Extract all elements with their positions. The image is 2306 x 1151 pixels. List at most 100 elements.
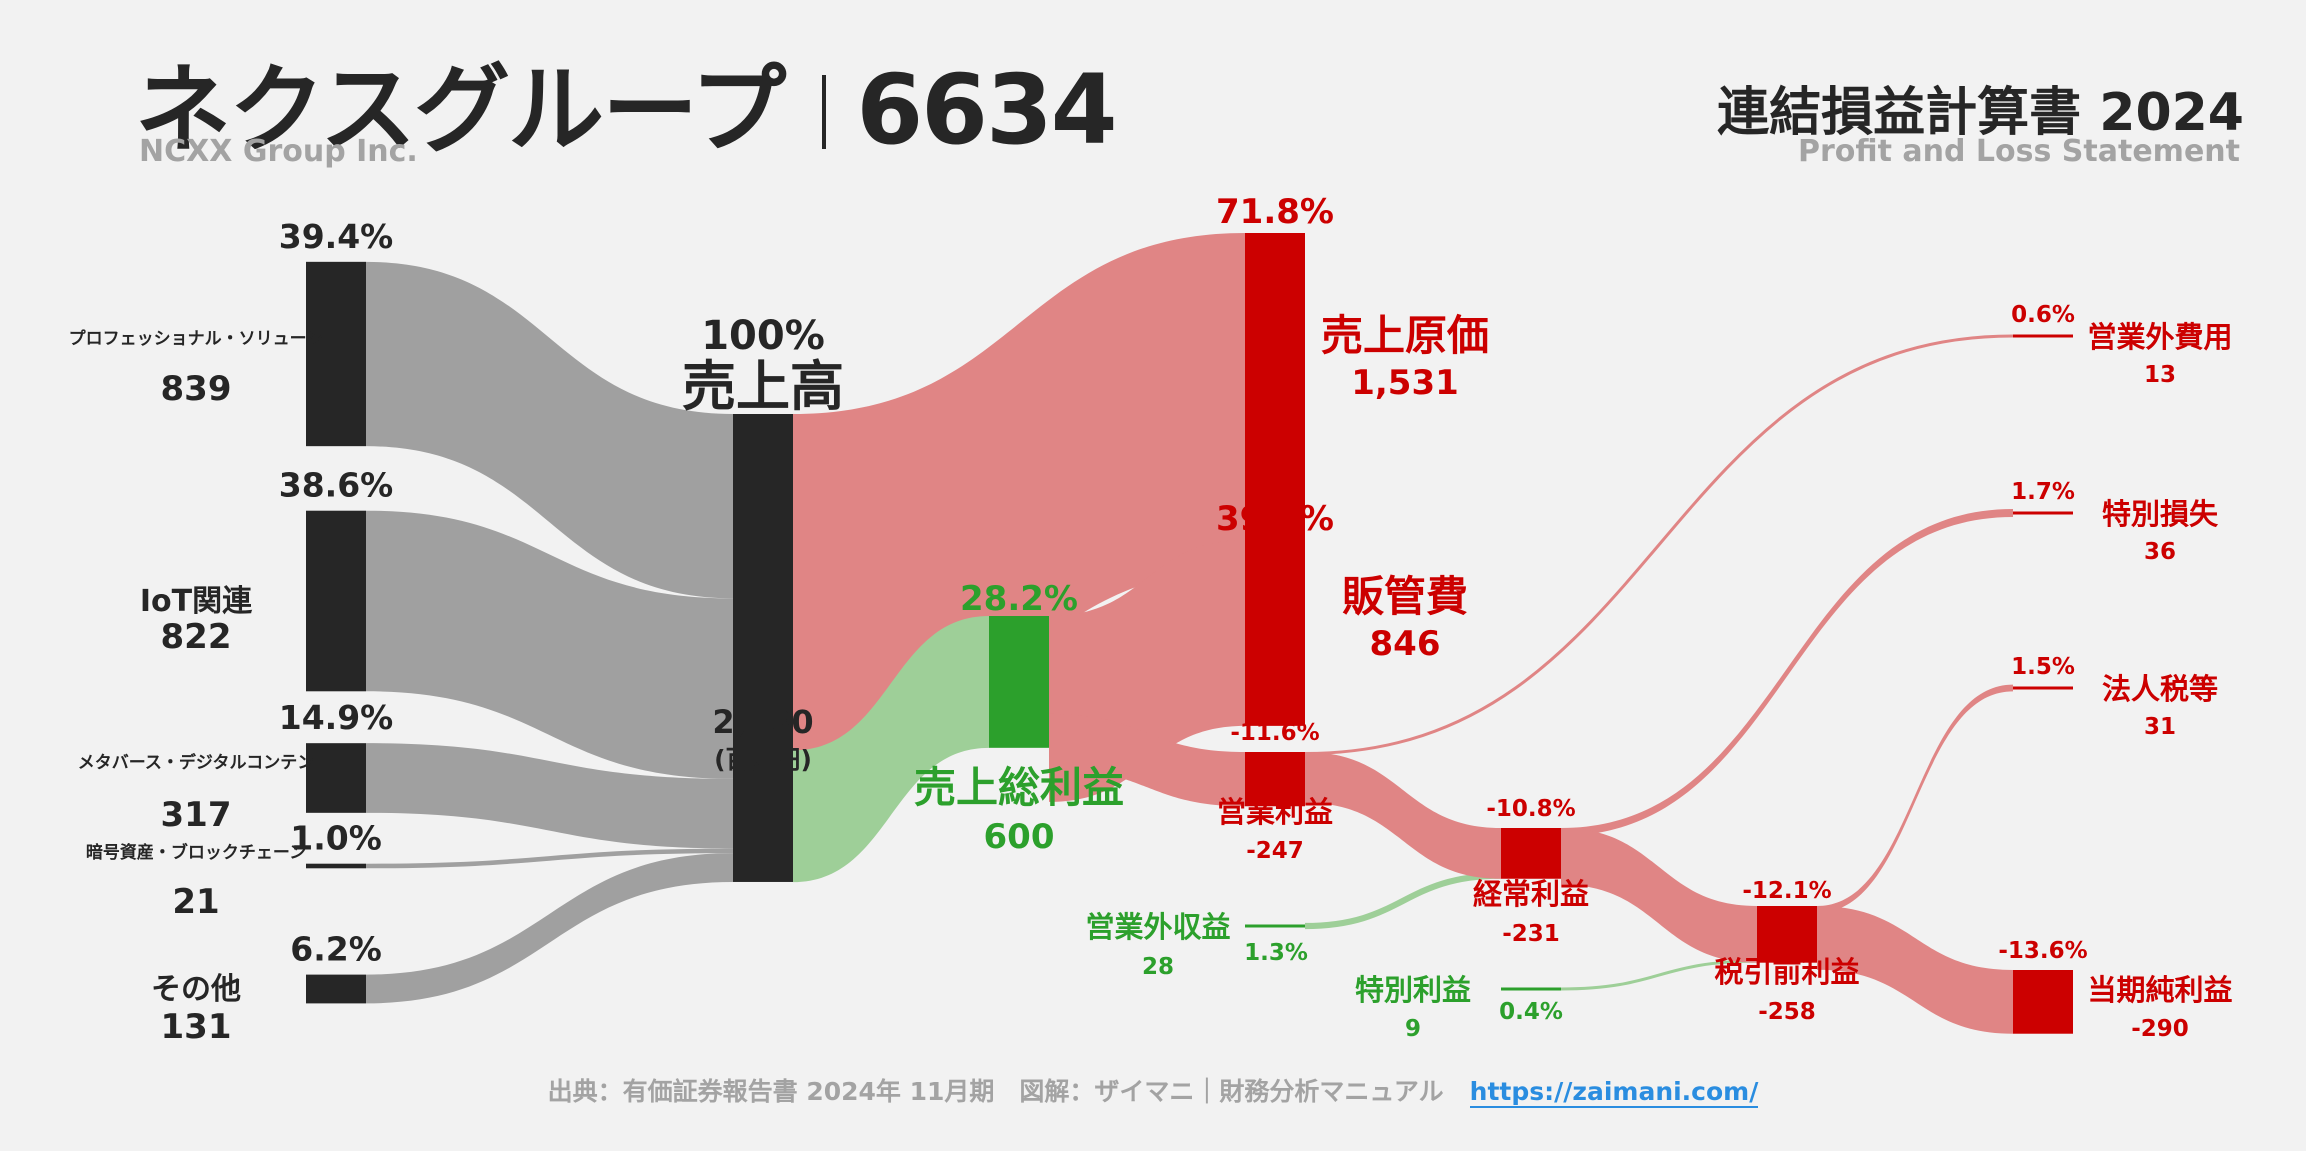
label-seg_other: その他 — [151, 972, 241, 1007]
pct-seg_crypto: 1.0% — [290, 819, 382, 858]
value-op: -247 — [1246, 838, 1304, 864]
link-nonop_inc-ordinary — [1304, 872, 1502, 930]
node-cogs — [1245, 233, 1305, 570]
value-pretax: -258 — [1758, 999, 1816, 1025]
label-sga: 販管費 — [1342, 572, 1468, 621]
link-seg_other-revenue — [366, 853, 733, 1004]
company-name-en: NCXX Group Inc. — [139, 134, 418, 169]
footer: 出典：有価証券報告書 2024年 11月期 図解：ザイマニ｜財務分析マニュアル h… — [0, 1072, 2306, 1108]
value-nonop_inc: 28 — [1142, 954, 1174, 980]
pct-gross: 28.2% — [960, 579, 1078, 619]
label-revenue: 売上高 — [682, 355, 844, 418]
label-pretax: 税引前利益 — [1714, 955, 1859, 989]
sankey-nodes — [306, 233, 2073, 1034]
label-cogs: 売上原価 — [1321, 311, 1489, 360]
pct-sga: 39.7% — [1216, 499, 1334, 539]
pct-seg_iot: 38.6% — [279, 466, 394, 505]
label-nonop_inc: 営業外収益 — [1085, 910, 1230, 944]
node-nonop_exp — [2013, 334, 2073, 338]
label-gross: 売上総利益 — [914, 763, 1124, 812]
link-seg_iot-revenue — [366, 510, 733, 779]
node-revenue — [733, 414, 793, 882]
node-pretax — [1757, 906, 1817, 963]
value-seg_crypto: 21 — [172, 882, 219, 922]
label-tax: 法人税等 — [2102, 672, 2218, 706]
sankey-links — [365, 233, 2014, 1034]
pct-cogs: 71.8% — [1216, 192, 1334, 232]
node-seg_other — [306, 974, 366, 1004]
report-subtitle: Profit and Loss Statement — [1797, 134, 2240, 169]
pct-seg_pro: 39.4% — [279, 217, 394, 256]
link-pretax-tax — [1817, 684, 2013, 913]
node-gross — [989, 616, 1049, 748]
label-seg_meta: メタバース・デジタルコンテン — [78, 752, 314, 773]
company-name: ネクスグループ — [135, 54, 786, 166]
link-gross-op — [1049, 713, 1245, 807]
link-sp_gain-pretax — [1560, 959, 1758, 991]
pct-nonop_exp: 0.6% — [2011, 302, 2075, 328]
label-seg_iot: IoT関連 — [140, 584, 253, 619]
node-sga — [1245, 540, 1305, 726]
report-title: 連結損益計算書 2024 — [1717, 83, 2244, 143]
label-sp_gain: 特別利益 — [1355, 973, 1471, 1007]
value-sp_loss: 36 — [2144, 539, 2176, 565]
label-seg_pro: プロフェッショナル・ソリューシ — [69, 328, 324, 349]
value-gross: 600 — [984, 817, 1055, 857]
link-pretax-net — [1817, 906, 2013, 1034]
value-revenue: 2,130 — [712, 703, 813, 741]
value-ordinary: -231 — [1502, 921, 1560, 947]
label-ordinary: 経常利益 — [1473, 877, 1589, 911]
node-sp_gain — [1501, 987, 1561, 991]
node-seg_iot — [306, 510, 366, 692]
link-op-nonop_exp — [1304, 334, 2014, 755]
label-sp_loss: 特別損失 — [2102, 497, 2219, 531]
footer-source: 出典：有価証券報告書 2024年 11月期 図解：ザイマニ｜財務分析マニュアル — [547, 1077, 1444, 1106]
company-title: ネクスグループ 6634 — [135, 32, 1118, 171]
link-revenue-gross — [793, 616, 989, 883]
node-seg_crypto — [306, 863, 366, 869]
pct-sp_loss: 1.7% — [2011, 479, 2075, 505]
pct-revenue: 100% — [701, 313, 825, 359]
node-nonop_inc — [1245, 924, 1305, 928]
footer-link[interactable]: https://zaimani.com/ — [1469, 1077, 1759, 1108]
pct-op: -11.6% — [1230, 720, 1319, 746]
link-revenue-cogs — [793, 233, 1245, 751]
pct-nonop_inc: 1.3% — [1244, 940, 1308, 966]
node-tax — [2013, 686, 2073, 690]
label-seg_crypto: 暗号資産・ブロックチェーン — [86, 842, 306, 863]
link-seg_pro-revenue — [366, 261, 733, 599]
node-sp_loss — [2013, 511, 2073, 515]
value-seg_meta: 317 — [161, 795, 232, 835]
label-net: 当期純利益 — [2087, 973, 2232, 1007]
node-ordinary — [1501, 828, 1561, 879]
pct-seg_meta: 14.9% — [279, 698, 394, 737]
link-seg_crypto-revenue — [365, 848, 734, 869]
pct-tax: 1.5% — [2011, 654, 2075, 680]
pct-pretax: -12.1% — [1742, 878, 1831, 904]
node-net — [2013, 970, 2073, 1034]
unit-label: (百万円) — [714, 745, 812, 774]
value-sga: 846 — [1370, 624, 1441, 664]
link-ordinary-pretax — [1561, 828, 1757, 963]
ticker-code: 6634 — [856, 54, 1117, 166]
value-sp_gain: 9 — [1405, 1016, 1421, 1042]
pct-seg_other: 6.2% — [290, 930, 382, 969]
value-tax: 31 — [2144, 714, 2176, 740]
link-op-ordinary — [1305, 752, 1501, 879]
value-net: -290 — [2131, 1016, 2189, 1042]
node-seg_meta — [306, 743, 366, 813]
node-seg_pro — [306, 261, 366, 447]
label-nonop_exp: 営業外費用 — [2087, 320, 2232, 354]
link-ordinary-sp_loss — [1561, 509, 2013, 836]
value-seg_iot: 822 — [161, 617, 232, 657]
label-op: 営業利益 — [1217, 795, 1333, 829]
value-cogs: 1,531 — [1351, 363, 1459, 403]
pct-ordinary: -10.8% — [1486, 796, 1575, 822]
pct-net: -13.6% — [1998, 938, 2087, 964]
node-op — [1245, 752, 1305, 807]
value-seg_other: 131 — [161, 1007, 232, 1047]
title-separator — [822, 75, 827, 149]
